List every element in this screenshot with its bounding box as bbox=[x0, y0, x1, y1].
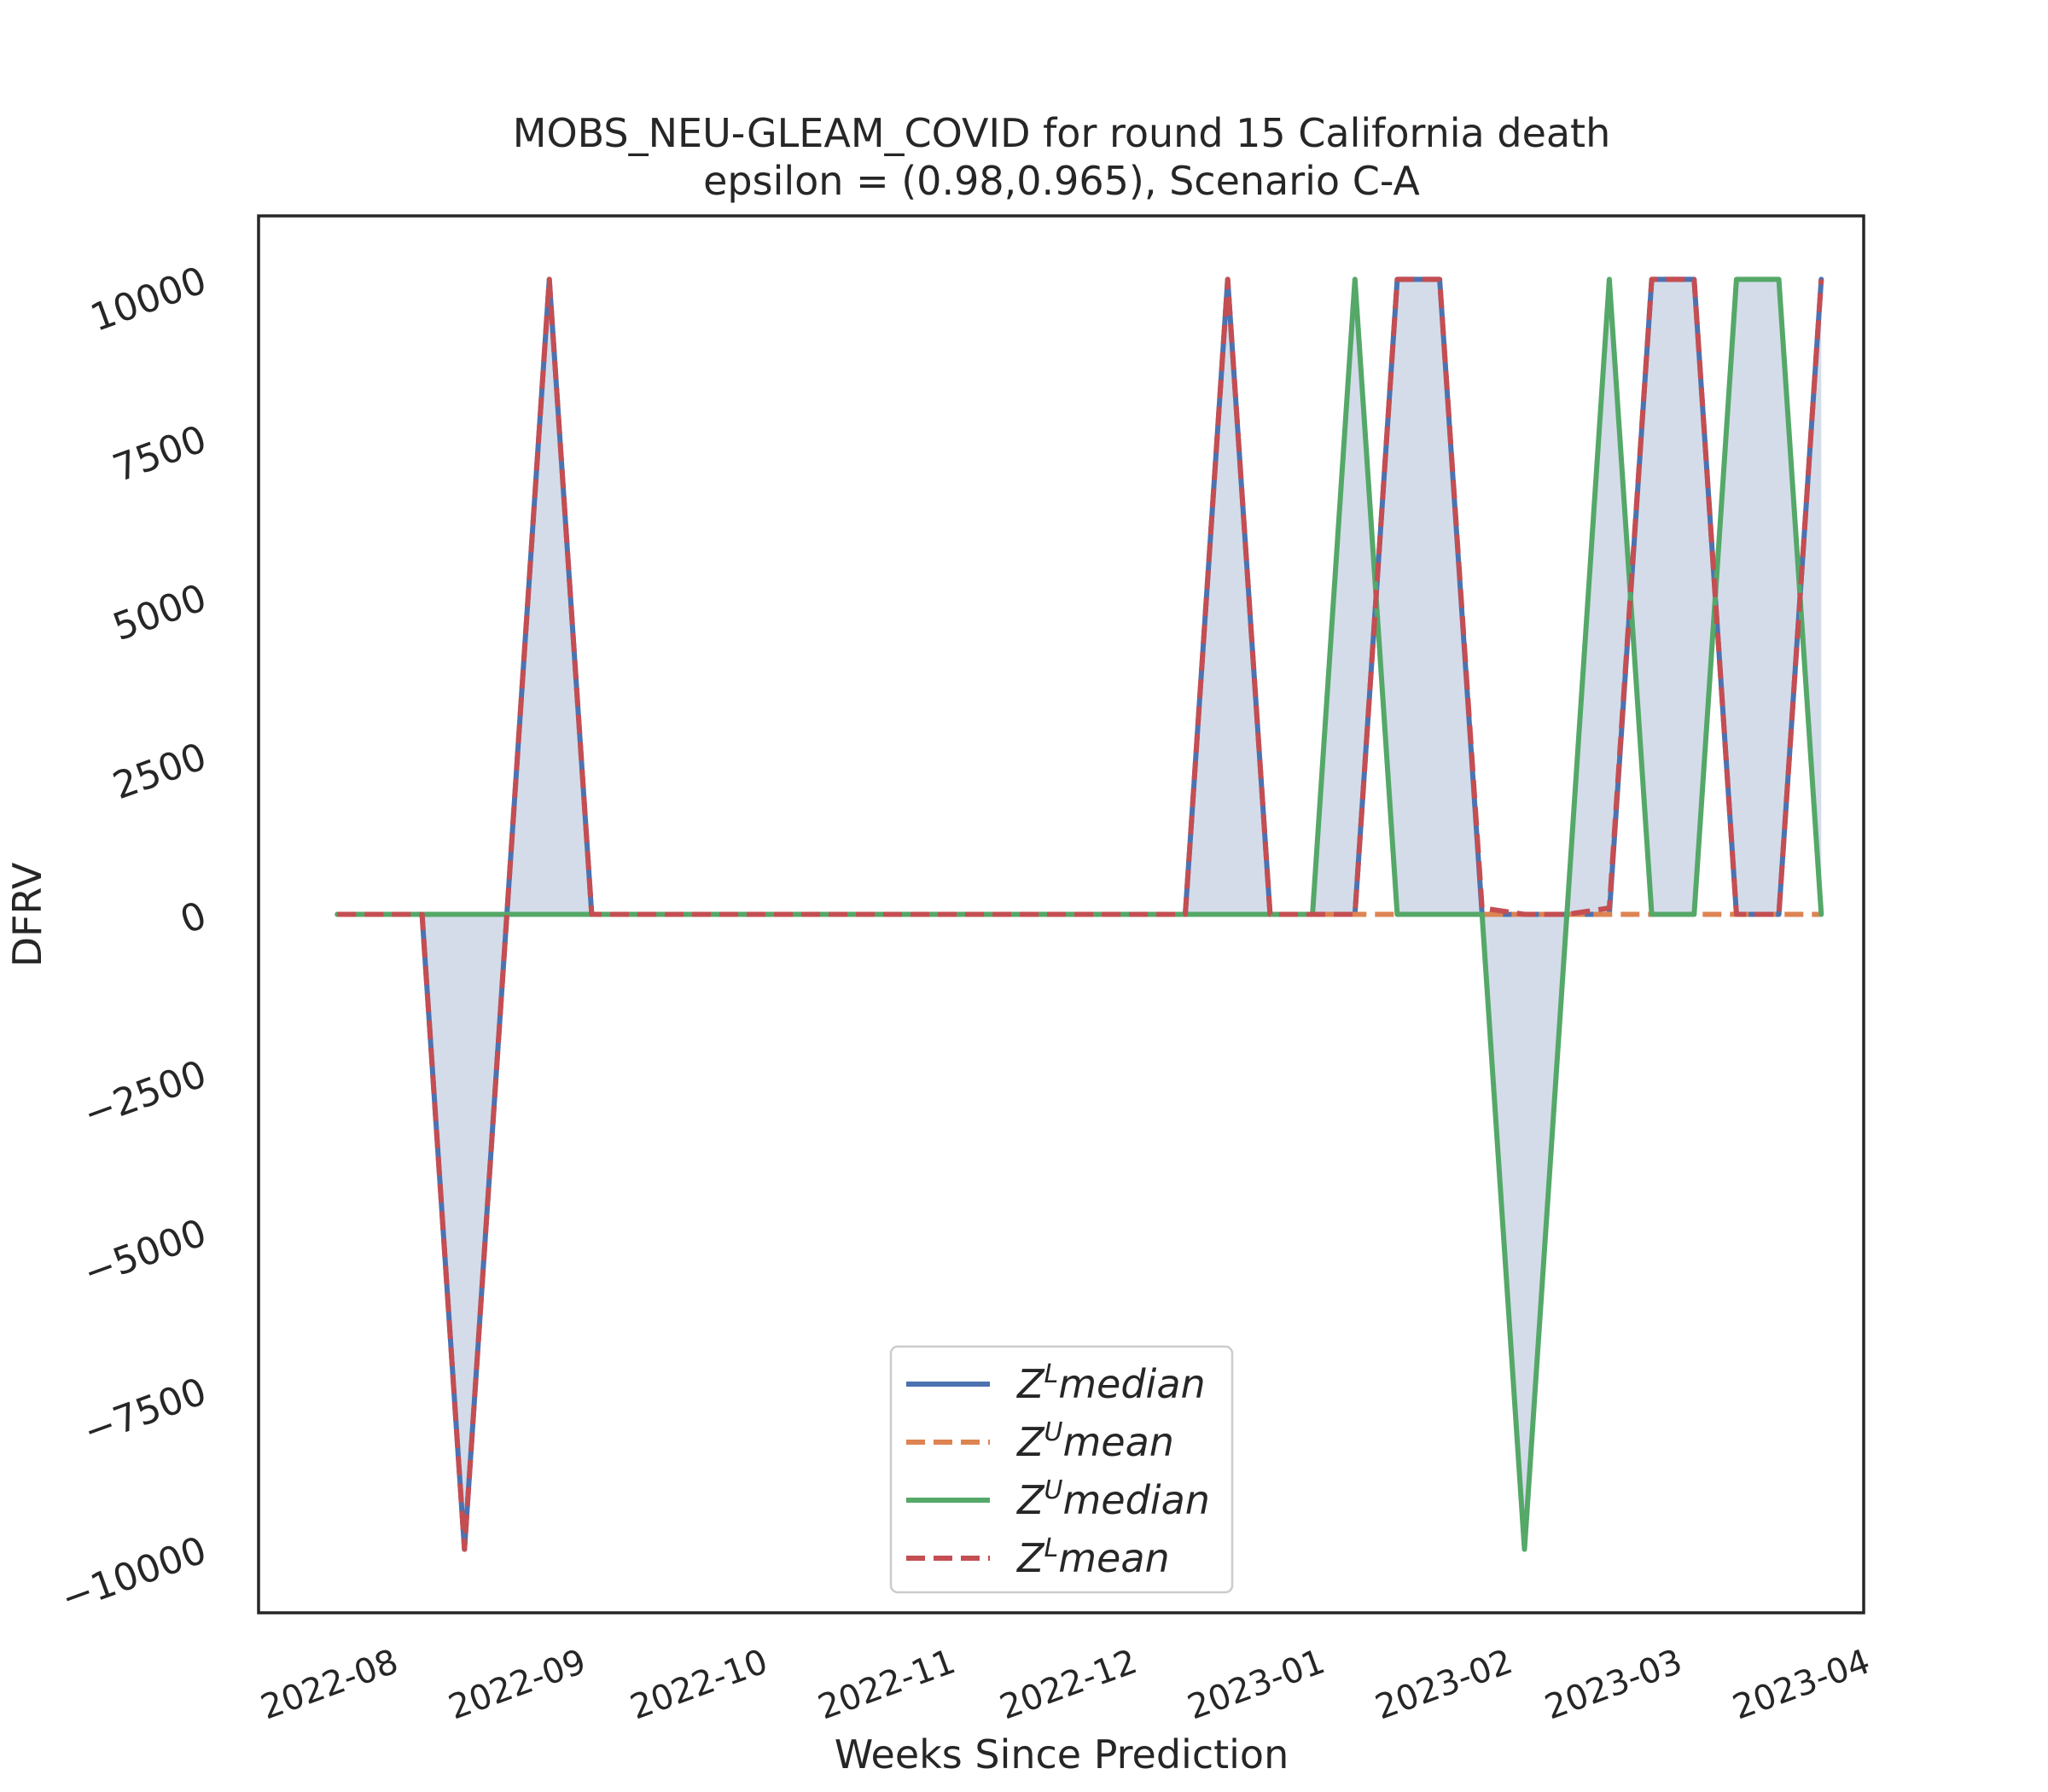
series-line-4 bbox=[337, 276, 1824, 1552]
legend-label: ZLmean bbox=[1015, 1533, 1170, 1581]
plot-frame bbox=[257, 214, 1865, 1615]
y-axis-label: DFRV bbox=[4, 862, 50, 967]
legend-label: ZLmedian bbox=[1015, 1359, 1206, 1407]
legend-label: ZUmean bbox=[1015, 1417, 1174, 1465]
legend: ZLmedian ZUmean ZUmedian ZLmean bbox=[889, 1345, 1234, 1594]
chart-title: MOBS_NEU-GLEAM_COVID for round 15 Califo… bbox=[513, 110, 1611, 156]
chart-subtitle: epsilon = (0.98,0.965), Scenario C-A bbox=[703, 158, 1420, 204]
fill-between-band bbox=[337, 279, 1822, 1550]
x-axis-label: Weeks Since Prediction bbox=[835, 1731, 1289, 1777]
plot-area bbox=[335, 276, 1824, 1552]
series-lines bbox=[335, 276, 1824, 1552]
legend-items: ZLmedian ZUmean ZUmedian ZLmean bbox=[906, 1359, 1210, 1581]
legend-box bbox=[889, 1345, 1234, 1594]
legend-label: ZUmedian bbox=[1015, 1475, 1210, 1523]
